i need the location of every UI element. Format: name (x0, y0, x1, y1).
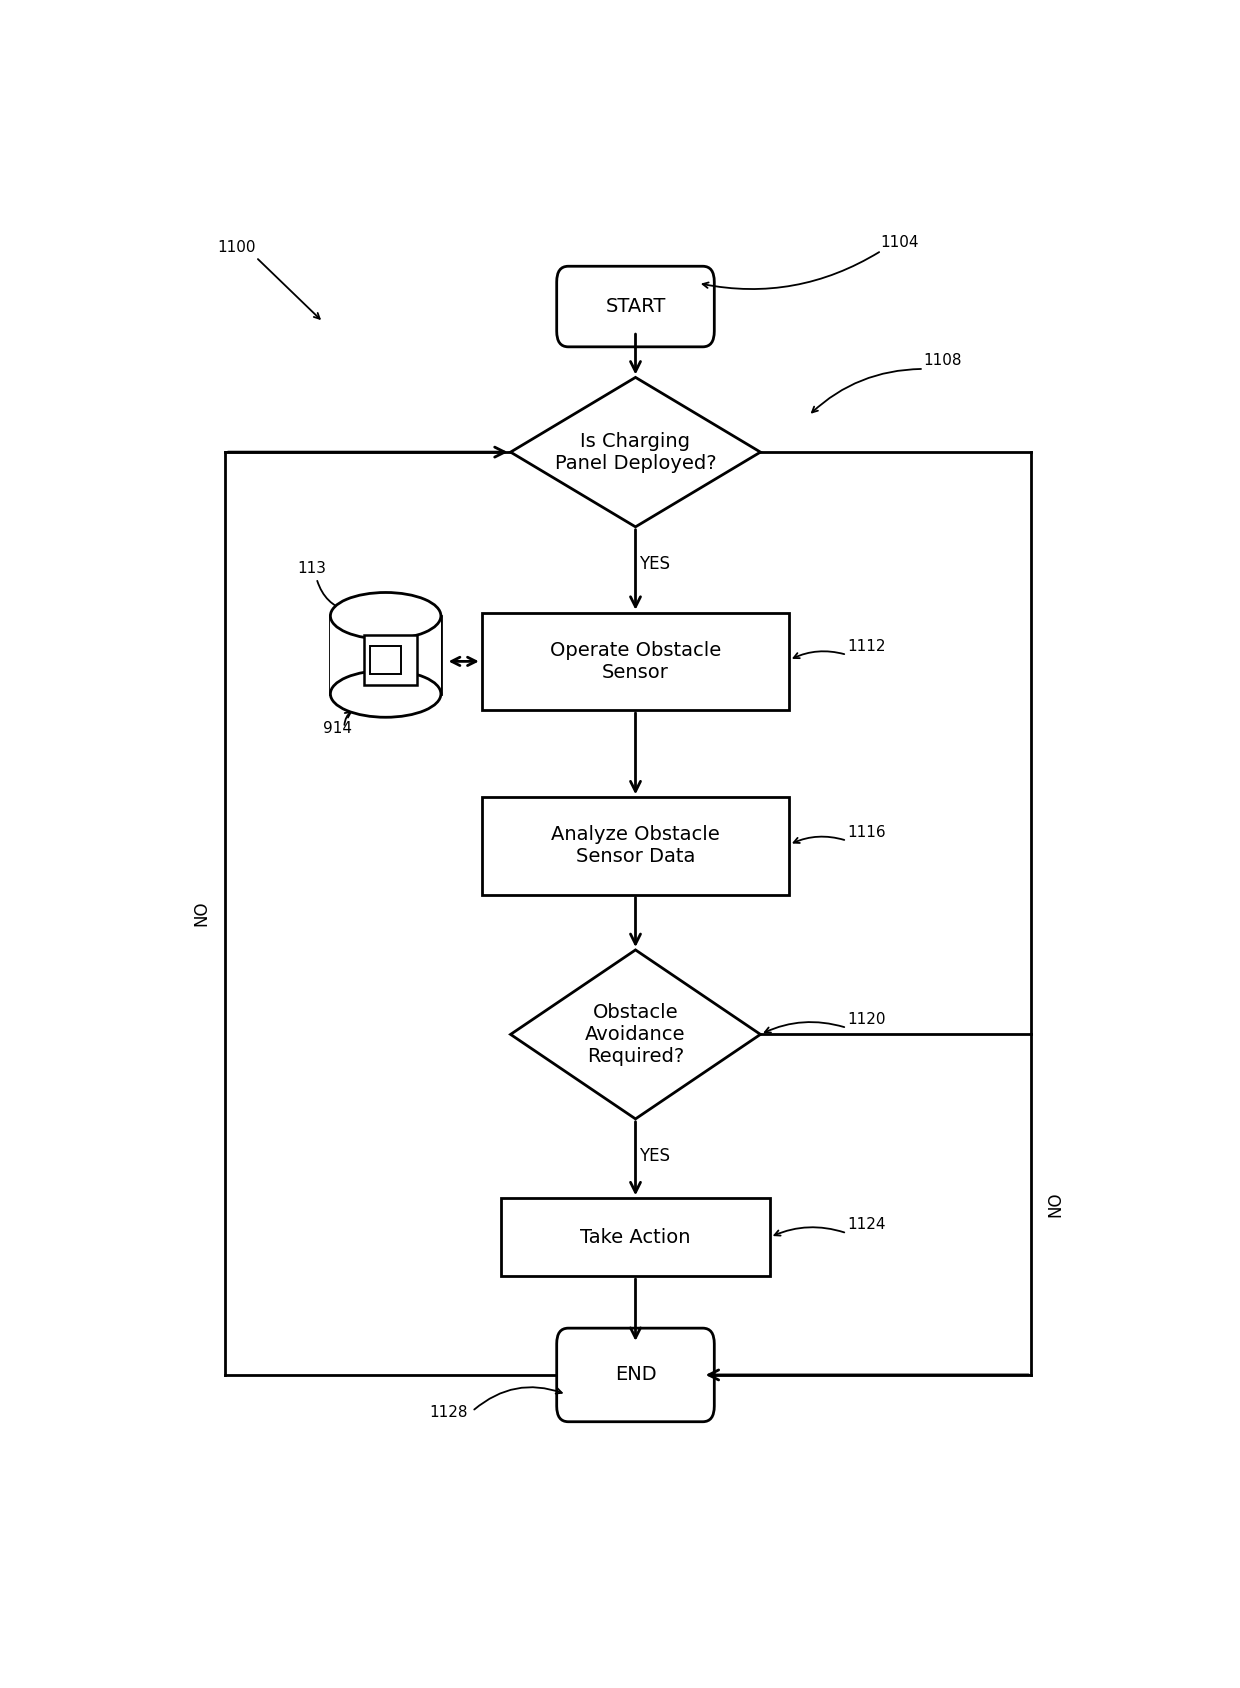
Bar (365, 635, 417, 685)
FancyBboxPatch shape (557, 1328, 714, 1421)
FancyBboxPatch shape (557, 267, 714, 346)
Text: 1104: 1104 (880, 235, 919, 250)
Text: Obstacle
Avoidance
Required?: Obstacle Avoidance Required? (585, 1003, 686, 1065)
Text: YES: YES (640, 555, 670, 574)
Text: END: END (615, 1366, 656, 1384)
Polygon shape (511, 950, 760, 1119)
Bar (501, 1198, 770, 1276)
Text: NO: NO (192, 901, 210, 927)
Text: 1120: 1120 (847, 1013, 885, 1026)
Text: 1108: 1108 (924, 353, 962, 368)
Text: NO: NO (1047, 1192, 1064, 1217)
Polygon shape (511, 378, 760, 527)
Text: Take Action: Take Action (580, 1227, 691, 1247)
Text: YES: YES (640, 1148, 670, 1165)
Ellipse shape (330, 592, 441, 640)
Ellipse shape (330, 592, 441, 640)
Bar (481, 613, 789, 711)
Text: 1128: 1128 (429, 1404, 467, 1420)
Text: 1124: 1124 (847, 1217, 885, 1232)
Bar (481, 797, 789, 895)
Text: 1112: 1112 (847, 640, 885, 653)
Text: 1100: 1100 (217, 240, 255, 255)
Text: 1116: 1116 (847, 825, 885, 841)
Ellipse shape (330, 670, 441, 717)
Text: Analyze Obstacle
Sensor Data: Analyze Obstacle Sensor Data (551, 825, 720, 866)
Text: 113: 113 (298, 560, 326, 576)
Text: Operate Obstacle
Sensor: Operate Obstacle Sensor (549, 641, 722, 682)
Bar (370, 647, 402, 674)
Text: Is Charging
Panel Deployed?: Is Charging Panel Deployed? (554, 432, 717, 473)
Bar (330, 616, 441, 694)
Text: 914: 914 (324, 721, 352, 736)
Text: START: START (605, 297, 666, 316)
